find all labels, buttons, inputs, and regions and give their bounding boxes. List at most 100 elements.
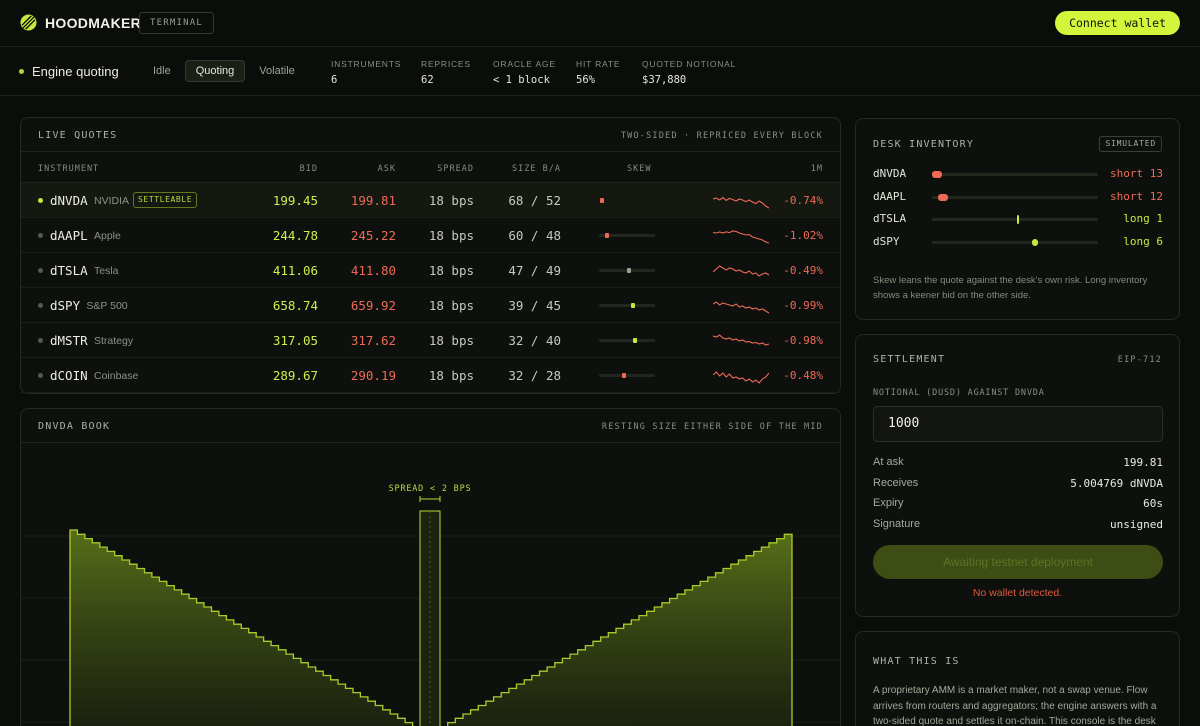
stat-label: INSTRUMENTS	[331, 59, 402, 69]
detail-value: 60s	[1143, 497, 1163, 510]
about-text: A proprietary AMM is a market maker, not…	[873, 685, 1157, 726]
detail-key: Receives	[873, 477, 919, 489]
logo[interactable]: HOODMAKER	[20, 14, 141, 31]
panel-meta: TWO-SIDED · REPRICED EVERY BLOCK	[620, 131, 823, 141]
column-header: SKEW	[627, 164, 652, 174]
instrument-name: Coinbase	[94, 370, 139, 382]
change-value: -0.74%	[783, 194, 823, 207]
stat-value: < 1 block	[493, 74, 550, 86]
stat-value: 56%	[576, 74, 595, 86]
detail-row-signature: Signature unsigned	[873, 518, 1163, 532]
instrument-name: Strategy	[94, 335, 134, 347]
mode-idle[interactable]: Idle	[153, 65, 171, 77]
table-row[interactable]: dMSTR Strategy 317.05 317.62 18 bps 32 / 40 -0…	[21, 323, 840, 358]
awaiting-deployment-button[interactable]: Awaiting testnet deployment	[873, 545, 1163, 579]
change-value: -0.49%	[783, 264, 823, 277]
mode-volatile[interactable]: Volatile	[259, 65, 295, 77]
sparkline	[713, 230, 769, 244]
detail-row-receives: Receives 5.004769 dNVDA	[873, 477, 1163, 491]
instrument-symbol: dAAPL	[50, 228, 88, 243]
inventory-row: dTSLA long 1	[873, 212, 1163, 228]
panel-meta: EIP-712	[1117, 355, 1162, 365]
sparkline-path	[713, 265, 769, 277]
column-header: INSTRUMENT	[38, 164, 100, 174]
bid-value: 289.67	[272, 368, 318, 383]
skew-marker	[622, 373, 627, 378]
instrument-symbol: dNVDA	[50, 193, 88, 208]
panel-header: LIVE QUOTES TWO-SIDED · REPRICED EVERY B…	[21, 118, 840, 152]
spread-value: 18 bps	[428, 333, 474, 348]
table-row[interactable]: dNVDA NVIDIA SETTLEABLE 199.45 199.81 18 bps 6…	[21, 183, 840, 218]
table-row[interactable]: dAAPL Apple 244.78 245.22 18 bps 60 / 48 -1.02…	[21, 218, 840, 253]
sparkline-path	[713, 230, 769, 244]
status-bar: Engine quoting Idle Quoting Volatile INS…	[0, 47, 1200, 96]
table-row[interactable]: dCOIN Coinbase 289.67 290.19 18 bps 32 / 28 -0…	[21, 358, 840, 393]
sparkline-path	[713, 371, 769, 384]
spread-value: 18 bps	[428, 298, 474, 313]
detail-key: At ask	[873, 456, 904, 468]
simulated-tag: SIMULATED	[1099, 136, 1162, 152]
sparkline	[713, 265, 769, 277]
terminal-tag: TERMINAL	[139, 12, 214, 34]
size-value: 39 / 45	[508, 298, 561, 313]
mode-quoting[interactable]: Quoting	[184, 60, 246, 82]
column-header: SIZE B/A	[512, 164, 561, 174]
stat-hit-rate: HIT RATE 56%	[576, 59, 620, 86]
panel-meta: RESTING SIZE EITHER SIDE OF THE MID	[601, 422, 823, 432]
ask-value: 411.80	[350, 263, 396, 278]
top-bar: HOODMAKER TERMINAL Connect wallet	[0, 0, 1200, 47]
instrument-name: Tesla	[94, 265, 119, 277]
ask-value: 245.22	[350, 228, 396, 243]
inventory-track	[932, 171, 1098, 178]
bid-value: 658.74	[272, 298, 318, 313]
spread-value: 18 bps	[428, 368, 474, 383]
sparkline-path	[713, 301, 769, 314]
panel-title: LIVE QUOTES	[38, 130, 118, 141]
inventory-symbol: dSPY	[873, 234, 900, 248]
stat-label: QUOTED NOTIONAL	[642, 59, 737, 69]
notional-input[interactable]: 1000	[873, 406, 1163, 442]
connect-wallet-button[interactable]: Connect wallet	[1055, 11, 1180, 35]
sparkline-path	[713, 196, 769, 209]
sparkline-path	[713, 334, 769, 346]
spread-value: 18 bps	[428, 193, 474, 208]
ask-depth-area	[447, 533, 793, 726]
change-value: -0.98%	[783, 334, 823, 347]
row-status-dot	[38, 303, 43, 308]
inventory-position: short 13	[1110, 167, 1163, 180]
inventory-row: dSPY long 6	[873, 235, 1163, 251]
row-status-dot	[38, 233, 43, 238]
settleable-badge: SETTLEABLE	[133, 192, 198, 208]
inventory-position: short 12	[1110, 189, 1163, 203]
skew-marker	[599, 198, 604, 203]
change-value: -1.02%	[783, 229, 823, 242]
logo-icon	[20, 14, 37, 31]
table-header: INSTRUMENT BID ASK SPREAD SIZE B/A SKEW …	[21, 153, 840, 183]
row-status-dot	[38, 373, 43, 378]
sparkline	[713, 334, 769, 346]
instrument-symbol: dCOIN	[50, 368, 88, 383]
column-header: 1M	[810, 164, 823, 174]
spread-value: 18 bps	[428, 263, 474, 278]
engine-status: Engine quoting	[19, 64, 119, 79]
instrument-name: S&P 500	[86, 300, 128, 312]
inventory-marker	[1017, 215, 1020, 224]
row-status-dot	[38, 198, 43, 203]
table-row[interactable]: dTSLA Tesla 411.06 411.80 18 bps 47 / 49 -0.49…	[21, 253, 840, 288]
engine-status-label: Engine quoting	[32, 64, 119, 79]
panel-title: WHAT THIS IS	[873, 656, 960, 667]
inventory-row: dAAPL short 12	[873, 190, 1163, 206]
about-panel: WHAT THIS IS A proprietary AMM is a mark…	[855, 631, 1180, 726]
instrument-symbol: dSPY	[50, 298, 81, 313]
detail-row-expiry: Expiry 60s	[873, 497, 1163, 511]
bid-value: 199.45	[272, 193, 318, 208]
stat-label: ORACLE AGE	[493, 59, 556, 69]
inventory-symbol: dAAPL	[873, 189, 907, 203]
inventory-position: long 1	[1123, 212, 1163, 225]
detail-row-at-ask: At ask 199.81	[873, 456, 1163, 470]
table-row[interactable]: dSPY S&P 500 658.74 659.92 18 bps 39 / 45 -0.9…	[21, 288, 840, 323]
skew-marker	[605, 233, 610, 238]
bid-value: 244.78	[272, 228, 318, 243]
change-value: -0.48%	[783, 369, 823, 382]
detail-value: unsigned	[1110, 518, 1163, 531]
